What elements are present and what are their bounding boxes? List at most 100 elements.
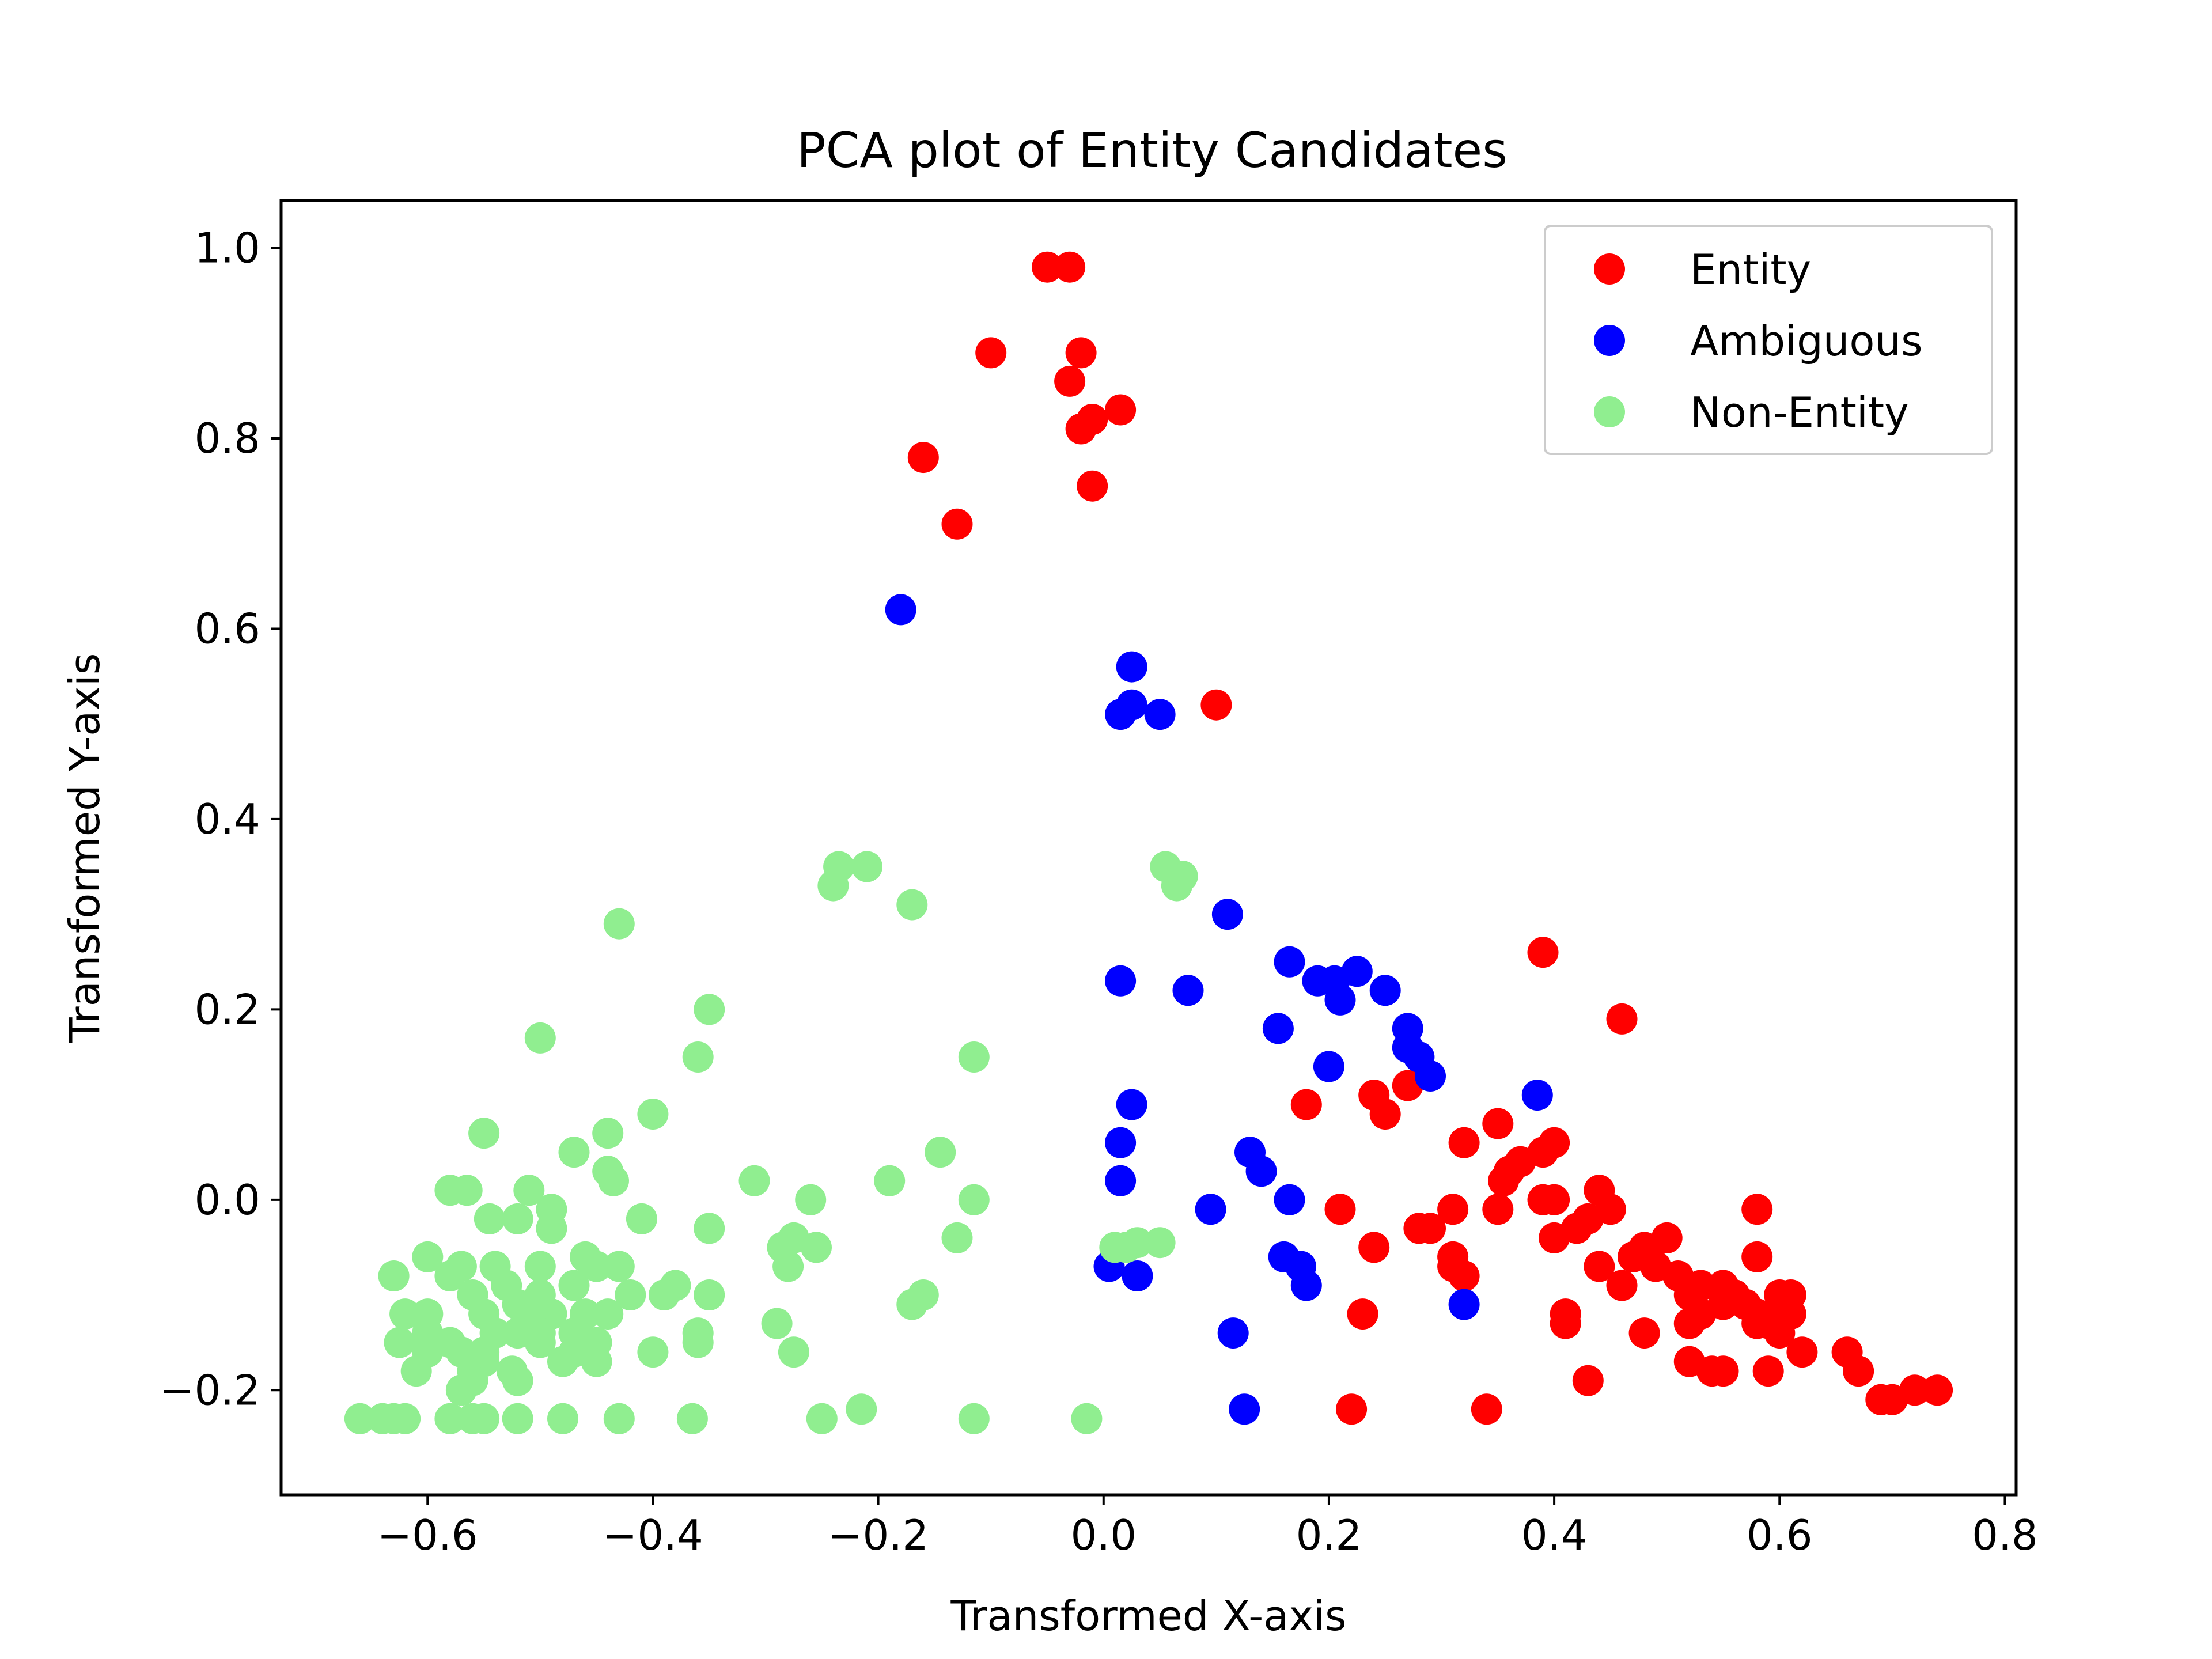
data-point — [1403, 1213, 1435, 1244]
legend-items: Entity Ambiguous Non-Entity — [1594, 245, 1923, 437]
data-point — [817, 870, 849, 902]
data-point — [1775, 1298, 1806, 1330]
data-point — [502, 1203, 533, 1234]
data-point — [1786, 1336, 1818, 1368]
y-tick-label: 0.6 — [194, 604, 260, 653]
data-point — [1539, 1184, 1570, 1215]
data-point — [1899, 1374, 1930, 1406]
y-tick-label: 1.0 — [194, 224, 260, 272]
data-point — [694, 1213, 725, 1244]
data-point — [649, 1279, 680, 1310]
data-point — [1211, 899, 1243, 930]
data-point — [1527, 937, 1559, 968]
data-point — [1358, 1232, 1390, 1263]
data-point — [524, 1022, 556, 1054]
x-tick-label: 0.8 — [1972, 1511, 2038, 1559]
data-point — [1144, 1227, 1176, 1259]
data-point — [682, 1041, 714, 1073]
data-point — [1550, 1308, 1581, 1339]
x-tick-label: −0.4 — [603, 1511, 703, 1559]
data-point — [378, 1260, 410, 1291]
data-point — [1054, 365, 1086, 397]
data-point — [434, 1260, 466, 1291]
data-point — [1290, 1270, 1322, 1301]
data-point — [502, 1403, 533, 1434]
data-point — [1347, 1298, 1378, 1330]
data-point — [694, 1279, 725, 1310]
data-point — [1369, 1099, 1401, 1130]
data-point — [1229, 1393, 1260, 1425]
y-tick-label: 0.8 — [194, 414, 260, 463]
data-point — [1217, 1317, 1249, 1349]
data-point — [1471, 1393, 1502, 1425]
data-point — [1262, 1013, 1294, 1044]
data-point — [1448, 1127, 1480, 1158]
data-point — [1065, 413, 1097, 445]
data-point — [603, 908, 635, 940]
data-point — [1572, 1365, 1604, 1396]
data-point — [1172, 975, 1204, 1006]
data-point — [795, 1184, 827, 1215]
data-point — [1415, 1060, 1446, 1092]
data-point — [592, 1118, 624, 1149]
data-point — [958, 1403, 990, 1434]
legend-label: Non-Entity — [1690, 388, 1909, 437]
data-point — [400, 1355, 432, 1387]
data-point — [1521, 1080, 1553, 1111]
data-point — [468, 1403, 500, 1434]
data-point — [1071, 1403, 1103, 1434]
data-point — [941, 508, 973, 540]
points-layer — [344, 251, 1953, 1434]
data-point — [536, 1213, 567, 1244]
data-point — [958, 1041, 990, 1073]
data-point — [389, 1298, 421, 1330]
data-point — [384, 1327, 415, 1358]
data-point — [1673, 1308, 1705, 1339]
legend-label: Entity — [1690, 245, 1811, 294]
data-point — [761, 1308, 793, 1339]
data-point — [581, 1346, 612, 1377]
data-point — [547, 1403, 578, 1434]
data-point — [1105, 965, 1137, 997]
data-point — [1105, 1127, 1137, 1158]
data-point — [1628, 1317, 1660, 1349]
data-point — [1161, 870, 1192, 902]
data-point — [801, 1232, 832, 1263]
data-point — [1741, 1241, 1773, 1272]
data-point — [1144, 699, 1176, 730]
data-point — [778, 1336, 809, 1368]
x-axis-ticks: −0.6 −0.4 −0.2 0.0 0.2 0.4 0.6 0.8 — [377, 1495, 2038, 1559]
data-point — [1116, 651, 1147, 683]
data-point — [1752, 1355, 1784, 1387]
data-point — [581, 1251, 612, 1282]
data-point — [592, 1298, 624, 1330]
data-point — [925, 1137, 956, 1168]
data-point — [524, 1251, 556, 1282]
data-point — [457, 1365, 488, 1396]
series-non-entity — [344, 851, 1198, 1434]
data-point — [694, 994, 725, 1025]
data-point — [806, 1403, 838, 1434]
data-point — [1539, 1222, 1570, 1253]
y-axis-ticks: −0.2 0.0 0.2 0.4 0.6 0.8 1.0 — [160, 224, 281, 1414]
data-point — [524, 1327, 556, 1358]
data-point — [558, 1137, 590, 1168]
data-point — [598, 1165, 629, 1196]
data-point — [1922, 1374, 1953, 1406]
data-point — [502, 1365, 533, 1396]
plot-frame — [279, 199, 2018, 1497]
data-point — [1707, 1355, 1739, 1387]
data-point — [874, 1165, 906, 1196]
x-tick-label: 0.2 — [1296, 1511, 1362, 1559]
legend-marker — [1594, 253, 1625, 285]
data-point — [513, 1175, 545, 1206]
data-point — [1437, 1194, 1469, 1225]
data-point — [1105, 394, 1137, 426]
legend: Entity Ambiguous Non-Entity — [1544, 225, 1993, 455]
data-point — [1606, 1003, 1638, 1035]
data-point — [1122, 1227, 1153, 1259]
data-point — [1105, 1165, 1137, 1196]
data-point — [896, 1289, 928, 1320]
data-point — [846, 1393, 877, 1425]
data-point — [907, 442, 939, 474]
